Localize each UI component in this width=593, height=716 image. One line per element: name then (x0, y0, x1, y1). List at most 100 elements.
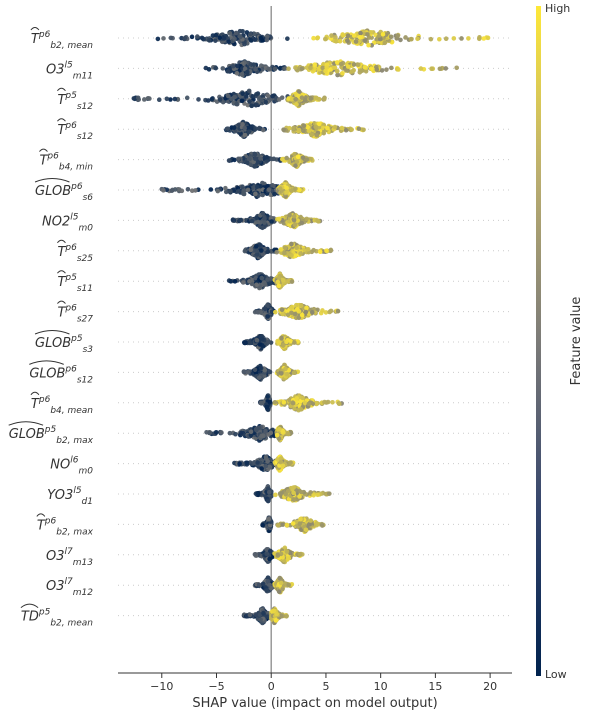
shap-point (282, 245, 288, 251)
shap-point (293, 253, 298, 259)
shap-point (351, 62, 357, 67)
shap-point (276, 283, 282, 289)
shap-point (267, 399, 273, 405)
shap-point (244, 460, 250, 466)
shap-point (235, 63, 240, 69)
shap-point (295, 154, 301, 160)
shap-point (278, 247, 284, 252)
shap-point (164, 96, 170, 102)
shap-point (227, 430, 233, 436)
shap-point (225, 93, 231, 99)
shap-point (273, 492, 278, 498)
shap-point (248, 429, 254, 435)
shap-point (220, 66, 226, 71)
shap-point (337, 401, 342, 407)
shap-point (236, 156, 241, 162)
shap-point (340, 70, 345, 76)
shap-point (389, 65, 394, 71)
shap-point (286, 96, 291, 101)
shap-point (241, 280, 246, 285)
shap-point (324, 65, 330, 70)
shap-point (289, 253, 294, 258)
shap-point (226, 158, 232, 163)
shap-point (268, 192, 273, 197)
shap-point (281, 342, 286, 348)
shap-point (246, 88, 252, 94)
shap-point (292, 152, 297, 157)
shap-point (312, 62, 318, 67)
shap-point (234, 101, 239, 107)
shap-point (454, 65, 459, 71)
shap-point (289, 241, 294, 247)
shap-point (241, 191, 246, 196)
shap-point (195, 34, 200, 39)
shap-point (260, 67, 265, 72)
shap-point (285, 278, 291, 284)
shap-point (349, 127, 354, 132)
shap-point (308, 96, 314, 101)
shap-point (356, 126, 362, 131)
shap-point (256, 375, 262, 381)
shap-point (281, 400, 287, 405)
shap-point (291, 485, 296, 490)
shap-point (264, 154, 269, 160)
shap-point (205, 98, 211, 103)
shap-point (291, 497, 297, 503)
shap-point (277, 186, 283, 191)
shap-point (244, 160, 250, 165)
shap-point (255, 219, 261, 225)
shap-point (379, 68, 385, 73)
shap-point (403, 35, 408, 40)
shap-point (172, 96, 178, 102)
shap-point (263, 99, 269, 105)
shap-point (237, 28, 243, 34)
shap-point (276, 341, 282, 346)
shap-point (260, 192, 265, 198)
shap-point (196, 97, 201, 102)
shap-point (245, 69, 250, 75)
shap-point (291, 490, 296, 496)
shap-point (280, 156, 285, 162)
shap-point (362, 38, 368, 44)
shap-point (184, 95, 190, 101)
shap-point (221, 36, 227, 41)
shap-point (305, 124, 311, 130)
shap-point (272, 66, 278, 72)
shap-point (263, 463, 269, 469)
shap-point (437, 36, 442, 42)
shap-point (206, 67, 212, 72)
shap-point (325, 125, 330, 131)
shap-point (252, 152, 258, 157)
shap-point (305, 246, 311, 252)
shap-point (286, 66, 291, 72)
shap-point (259, 466, 264, 471)
shap-point (284, 339, 289, 345)
shap-point (247, 340, 253, 345)
shap-point (384, 67, 389, 72)
shap-point (313, 124, 319, 130)
shap-point (345, 64, 351, 69)
shap-point (231, 125, 237, 131)
shap-point (245, 369, 251, 375)
shap-point (277, 491, 283, 496)
shap-point (254, 102, 259, 107)
shap-point (323, 68, 328, 74)
shap-point (264, 184, 270, 189)
shap-point (273, 309, 278, 315)
shap-point (251, 31, 257, 37)
shap-point (285, 36, 290, 41)
shap-point (477, 35, 482, 40)
shap-point (306, 401, 312, 407)
shap-point (428, 36, 434, 42)
shap-point (344, 38, 350, 43)
shap-point (357, 35, 363, 40)
shap-point (247, 156, 252, 162)
shap-point (301, 123, 307, 129)
shap-point (317, 249, 323, 255)
shap-point (238, 131, 243, 136)
shap-point (329, 33, 334, 38)
shap-point (265, 93, 271, 98)
shap-point (237, 33, 242, 39)
shap-point (343, 127, 349, 133)
